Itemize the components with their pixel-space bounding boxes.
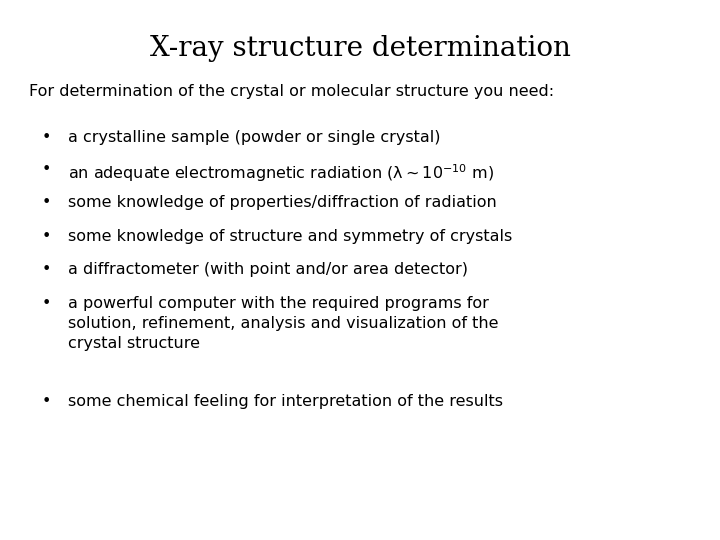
Text: •: •	[42, 195, 52, 211]
Text: For determination of the crystal or molecular structure you need:: For determination of the crystal or mole…	[29, 84, 554, 99]
Text: a crystalline sample (powder or single crystal): a crystalline sample (powder or single c…	[68, 130, 441, 145]
Text: •: •	[42, 130, 52, 145]
Text: a powerful computer with the required programs for
solution, refinement, analysi: a powerful computer with the required pr…	[68, 296, 499, 350]
Text: some chemical feeling for interpretation of the results: some chemical feeling for interpretation…	[68, 394, 503, 409]
Text: an adequate electromagnetic radiation (λ ~ 10$^{-10}$ m): an adequate electromagnetic radiation (λ…	[68, 162, 495, 184]
Text: some knowledge of properties/diffraction of radiation: some knowledge of properties/diffraction…	[68, 195, 497, 211]
Text: a diffractometer (with point and/or area detector): a diffractometer (with point and/or area…	[68, 262, 469, 278]
Text: •: •	[42, 394, 52, 409]
Text: •: •	[42, 296, 52, 311]
Text: •: •	[42, 262, 52, 278]
Text: •: •	[42, 229, 52, 244]
Text: •: •	[42, 162, 52, 177]
Text: X-ray structure determination: X-ray structure determination	[150, 35, 570, 62]
Text: some knowledge of structure and symmetry of crystals: some knowledge of structure and symmetry…	[68, 229, 513, 244]
